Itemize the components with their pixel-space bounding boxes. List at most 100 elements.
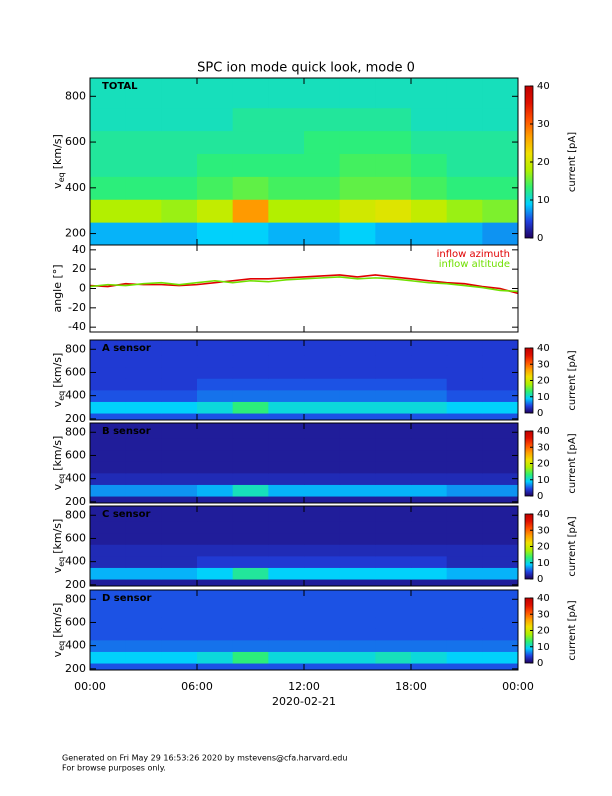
heatmap-cell (375, 567, 412, 580)
heatmap-cell (446, 605, 483, 618)
heatmap-cell (125, 663, 162, 670)
heatmap-cell (446, 355, 483, 368)
colorbar-tick-label: 20 (537, 459, 550, 470)
heatmap-cell (161, 506, 198, 522)
heatmap-cell (482, 605, 518, 618)
heatmap-cell (411, 605, 448, 618)
heatmap-cell (446, 438, 483, 451)
heatmap-cell (268, 555, 305, 568)
heatmap-cell (197, 506, 234, 522)
heatmap-cell (125, 378, 162, 391)
heatmap-cell (232, 340, 269, 356)
heatmap-cell (232, 628, 269, 641)
colorbar-label: current [pA] (567, 132, 578, 192)
heatmap-cell (268, 423, 305, 439)
heatmap-cell (375, 366, 412, 379)
heatmap-cell (268, 413, 305, 420)
y-label-main: v (51, 400, 64, 407)
heatmap-cell (90, 496, 127, 503)
heatmap-cell (375, 639, 412, 652)
colorbar-tick-label: 0 (537, 658, 543, 669)
heatmap-cell (375, 222, 412, 245)
y-label-main: v (51, 483, 64, 490)
heatmap-cell (375, 389, 412, 402)
heatmap-cell (90, 639, 127, 652)
heatmap-cell (268, 366, 305, 379)
heatmap-cell (482, 366, 518, 379)
heatmap-cell (161, 401, 198, 414)
y-axis-label: veq [km/s] (51, 519, 66, 574)
heatmap-cell (125, 130, 162, 154)
y-tick-label: 200 (65, 662, 86, 675)
heatmap-cell (125, 532, 162, 545)
heatmap-cell (90, 567, 127, 580)
colorbar-tick-label: 30 (537, 609, 550, 620)
heatmap-cell (197, 423, 234, 439)
heatmap-cell (125, 199, 162, 223)
y-tick-label: 800 (65, 342, 86, 355)
heatmap-cell (90, 449, 127, 462)
heatmap-cell (197, 130, 234, 154)
heatmap-cell (268, 628, 305, 641)
heatmap-cell (304, 472, 341, 485)
heatmap-cell (375, 449, 412, 462)
y-axis-label: angle [°] (51, 264, 64, 312)
heatmap-cell (268, 484, 305, 497)
heatmap-cell (197, 544, 234, 557)
colorbar-tick-label: 30 (537, 442, 550, 453)
heatmap-cell (232, 616, 269, 629)
y-label-main: v (51, 182, 64, 189)
heatmap-cell (339, 461, 376, 474)
heatmap-cell (411, 521, 448, 534)
heatmap-cell (125, 413, 162, 420)
colorbar-tick-label: 10 (537, 195, 550, 206)
heatmap-cell (161, 639, 198, 652)
heatmap-cell (411, 484, 448, 497)
heatmap-cell (375, 484, 412, 497)
heatmap-cell (125, 366, 162, 379)
heatmap-cell (268, 651, 305, 664)
panel-label: B sensor (102, 426, 151, 437)
heatmap-cell (482, 389, 518, 402)
heatmap-cell (268, 579, 305, 586)
heatmap-cell (411, 639, 448, 652)
heatmap-cell (339, 449, 376, 462)
heatmap-cell (339, 413, 376, 420)
heatmap-cell (125, 651, 162, 664)
heatmap-cell (268, 222, 305, 245)
y-axis-label: veq [km/s] (51, 436, 66, 491)
heatmap-cell (411, 555, 448, 568)
colorbar-tick-label: 10 (537, 558, 550, 569)
heatmap-cell (232, 413, 269, 420)
colorbar-label: current [pA] (567, 350, 578, 410)
y-label-main: v (51, 566, 64, 573)
heatmap-cell (339, 663, 376, 670)
heatmap-cell (197, 496, 234, 503)
heatmap-cell (161, 651, 198, 664)
heatmap-cell (197, 413, 234, 420)
heatmap-cell (446, 366, 483, 379)
heatmap-cell (482, 461, 518, 474)
heatmap-cell (268, 340, 305, 356)
heatmap-cell (161, 484, 198, 497)
heatmap-cell (304, 401, 341, 414)
heatmap-cell (197, 567, 234, 580)
heatmap-cell (411, 506, 448, 522)
heatmap-cell (90, 78, 127, 109)
heatmap-cell (375, 78, 412, 109)
colorbar-tick-label: 30 (537, 119, 550, 130)
line-series (90, 274, 518, 295)
heatmap-cell (90, 153, 127, 177)
colorbar-tick-label: 20 (537, 626, 550, 637)
heatmap-cell (339, 153, 376, 177)
heatmap-cell (304, 484, 341, 497)
heatmap-cell (446, 340, 483, 356)
heatmap-cell (197, 378, 234, 391)
heatmap-cell (125, 472, 162, 485)
heatmap-cell (375, 107, 412, 132)
colorbar-tick-label: 20 (537, 157, 550, 168)
heatmap-cell (125, 567, 162, 580)
heatmap-cell (161, 628, 198, 641)
